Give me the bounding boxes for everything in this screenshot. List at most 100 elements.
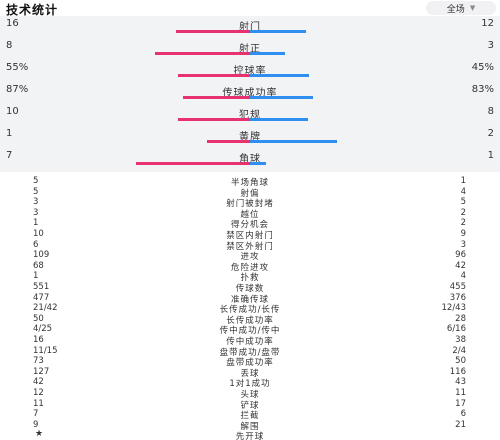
right-value: 21 [455,419,466,430]
stat-row: 3 射门被封堵 5 [0,197,500,210]
left-value: 5 [33,186,39,197]
left-team-bar [178,118,250,121]
stat-row: 477 准确传球 376 [0,292,500,305]
left-value: 50 [33,313,44,324]
right-value: 6/16 [446,324,466,335]
stat-label: 传球成功率 [222,88,278,99]
left-value: 3 [33,207,39,218]
left-value: 9 [33,419,39,430]
stat-row: 10 禁区内射门 9 [0,229,500,241]
stat-row: 6 禁区外射门 3 [0,239,500,252]
left-team-bar [183,96,250,99]
right-team-bar [250,30,306,33]
stat-label: 射门被封堵 [226,199,274,210]
stat-label: 角球 [239,154,261,165]
right-value: 9 [460,229,466,239]
scope-label: 全场 [446,4,465,15]
left-value: 477 [33,292,50,303]
left-value: 73 [33,356,44,367]
stat-label: 传中成功/传中 [219,326,281,337]
right-value: 5 [460,197,466,208]
stat-row: 5 射偏 4 [0,186,500,199]
left-value: 42 [33,377,44,388]
stat-label: 射门 [239,22,261,33]
left-value: 6 [33,239,39,250]
right-value: 376 [449,292,466,303]
stat-label: 越位 [240,209,260,220]
left-value: 3 [33,197,39,208]
right-value: 3 [460,239,466,250]
stats-header: 技术统计 全场 ▼ [0,0,500,17]
right-value: 1 [487,150,494,161]
stat-row: 21/42 长传成功/长传 12/43 [0,303,500,316]
stat-label: 传中成功率 [226,337,274,347]
right-value: 1 [460,176,466,186]
right-value: 455 [449,282,466,292]
bar-stat-row: 7 角球 1 [0,148,500,172]
stat-row: 109 进攻 96 [0,250,500,263]
right-value: 45% [471,62,494,73]
left-team-bar [178,74,250,77]
stat-label: 扑救 [240,273,260,284]
right-value: 4 [460,271,466,282]
left-value: 109 [33,250,50,261]
stat-label: 1对1成功 [229,379,271,390]
stat-row: 1 扑救 4 [0,271,500,284]
stat-row: 12 头球 11 [0,388,500,400]
stat-row: ★ 先开球 [0,429,500,440]
stat-label: 先开球 [235,432,265,440]
bar-stat-row: 10 犯规 8 [0,104,500,128]
stat-label: 准确传球 [230,294,269,305]
stat-row: 551 传球数 455 [0,282,500,294]
bar-stat-row: 16 射门 12 [0,16,500,40]
chevron-down-icon: ▼ [469,4,476,12]
bar-stat-row: 55% 控球率 45% [0,60,500,84]
stat-label: 禁区内射门 [226,231,274,241]
right-value: 12 [481,18,494,29]
stat-label: 丢球 [240,368,260,379]
stat-label: 进攻 [240,252,260,263]
right-value: 28 [455,313,466,324]
left-value: 11/15 [33,345,58,356]
right-value: 11 [455,388,466,398]
left-value: 7 [6,150,13,161]
stat-row: 73 盘带成功率 50 [0,356,500,369]
right-team-bar [250,96,313,99]
stat-row: 42 1对1成功 43 [0,377,500,390]
right-value: 50 [455,356,466,367]
stat-row: 16 传中成功率 38 [0,335,500,347]
left-value: 7 [33,409,39,420]
stat-label: 得分机会 [230,220,269,231]
stat-label: 半场角球 [230,178,269,188]
right-value: 12/43 [441,303,467,314]
stat-label: 禁区外射门 [226,241,274,252]
left-value: 551 [33,282,50,292]
stat-label: 控球率 [233,66,267,77]
stat-label: 长传成功/长传 [219,305,281,316]
left-value: 10 [6,106,19,117]
stat-row: 1 得分机会 2 [0,218,500,231]
stat-row: 11/15 盘带成功/盘带 2/4 [0,345,500,358]
right-value: 83% [471,84,494,95]
left-value: 10 [33,229,44,239]
right-team-bar [250,140,337,143]
right-team-bar [250,74,309,77]
stat-label: 射正 [239,44,261,55]
stat-row: 3 越位 2 [0,207,500,220]
left-value: 1 [6,128,13,139]
page-title: 技术统计 [6,3,59,17]
left-value: 87% [6,84,29,95]
scope-selector[interactable]: 全场 ▼ [426,1,496,15]
stat-label: 盘带成功率 [226,358,274,369]
stat-row: 68 危险进攻 42 [0,261,500,273]
stat-label: 黄牌 [239,132,261,143]
left-value: 55% [6,62,29,73]
right-value: 4 [460,186,466,197]
left-value: 4/25 [33,324,53,335]
left-value: 8 [6,40,13,51]
right-value: 2 [460,218,466,229]
right-value: 43 [455,377,466,388]
stat-row: 9 解围 21 [0,419,500,432]
stat-row: 127 丢球 116 [0,367,500,379]
right-value: 8 [487,106,494,117]
